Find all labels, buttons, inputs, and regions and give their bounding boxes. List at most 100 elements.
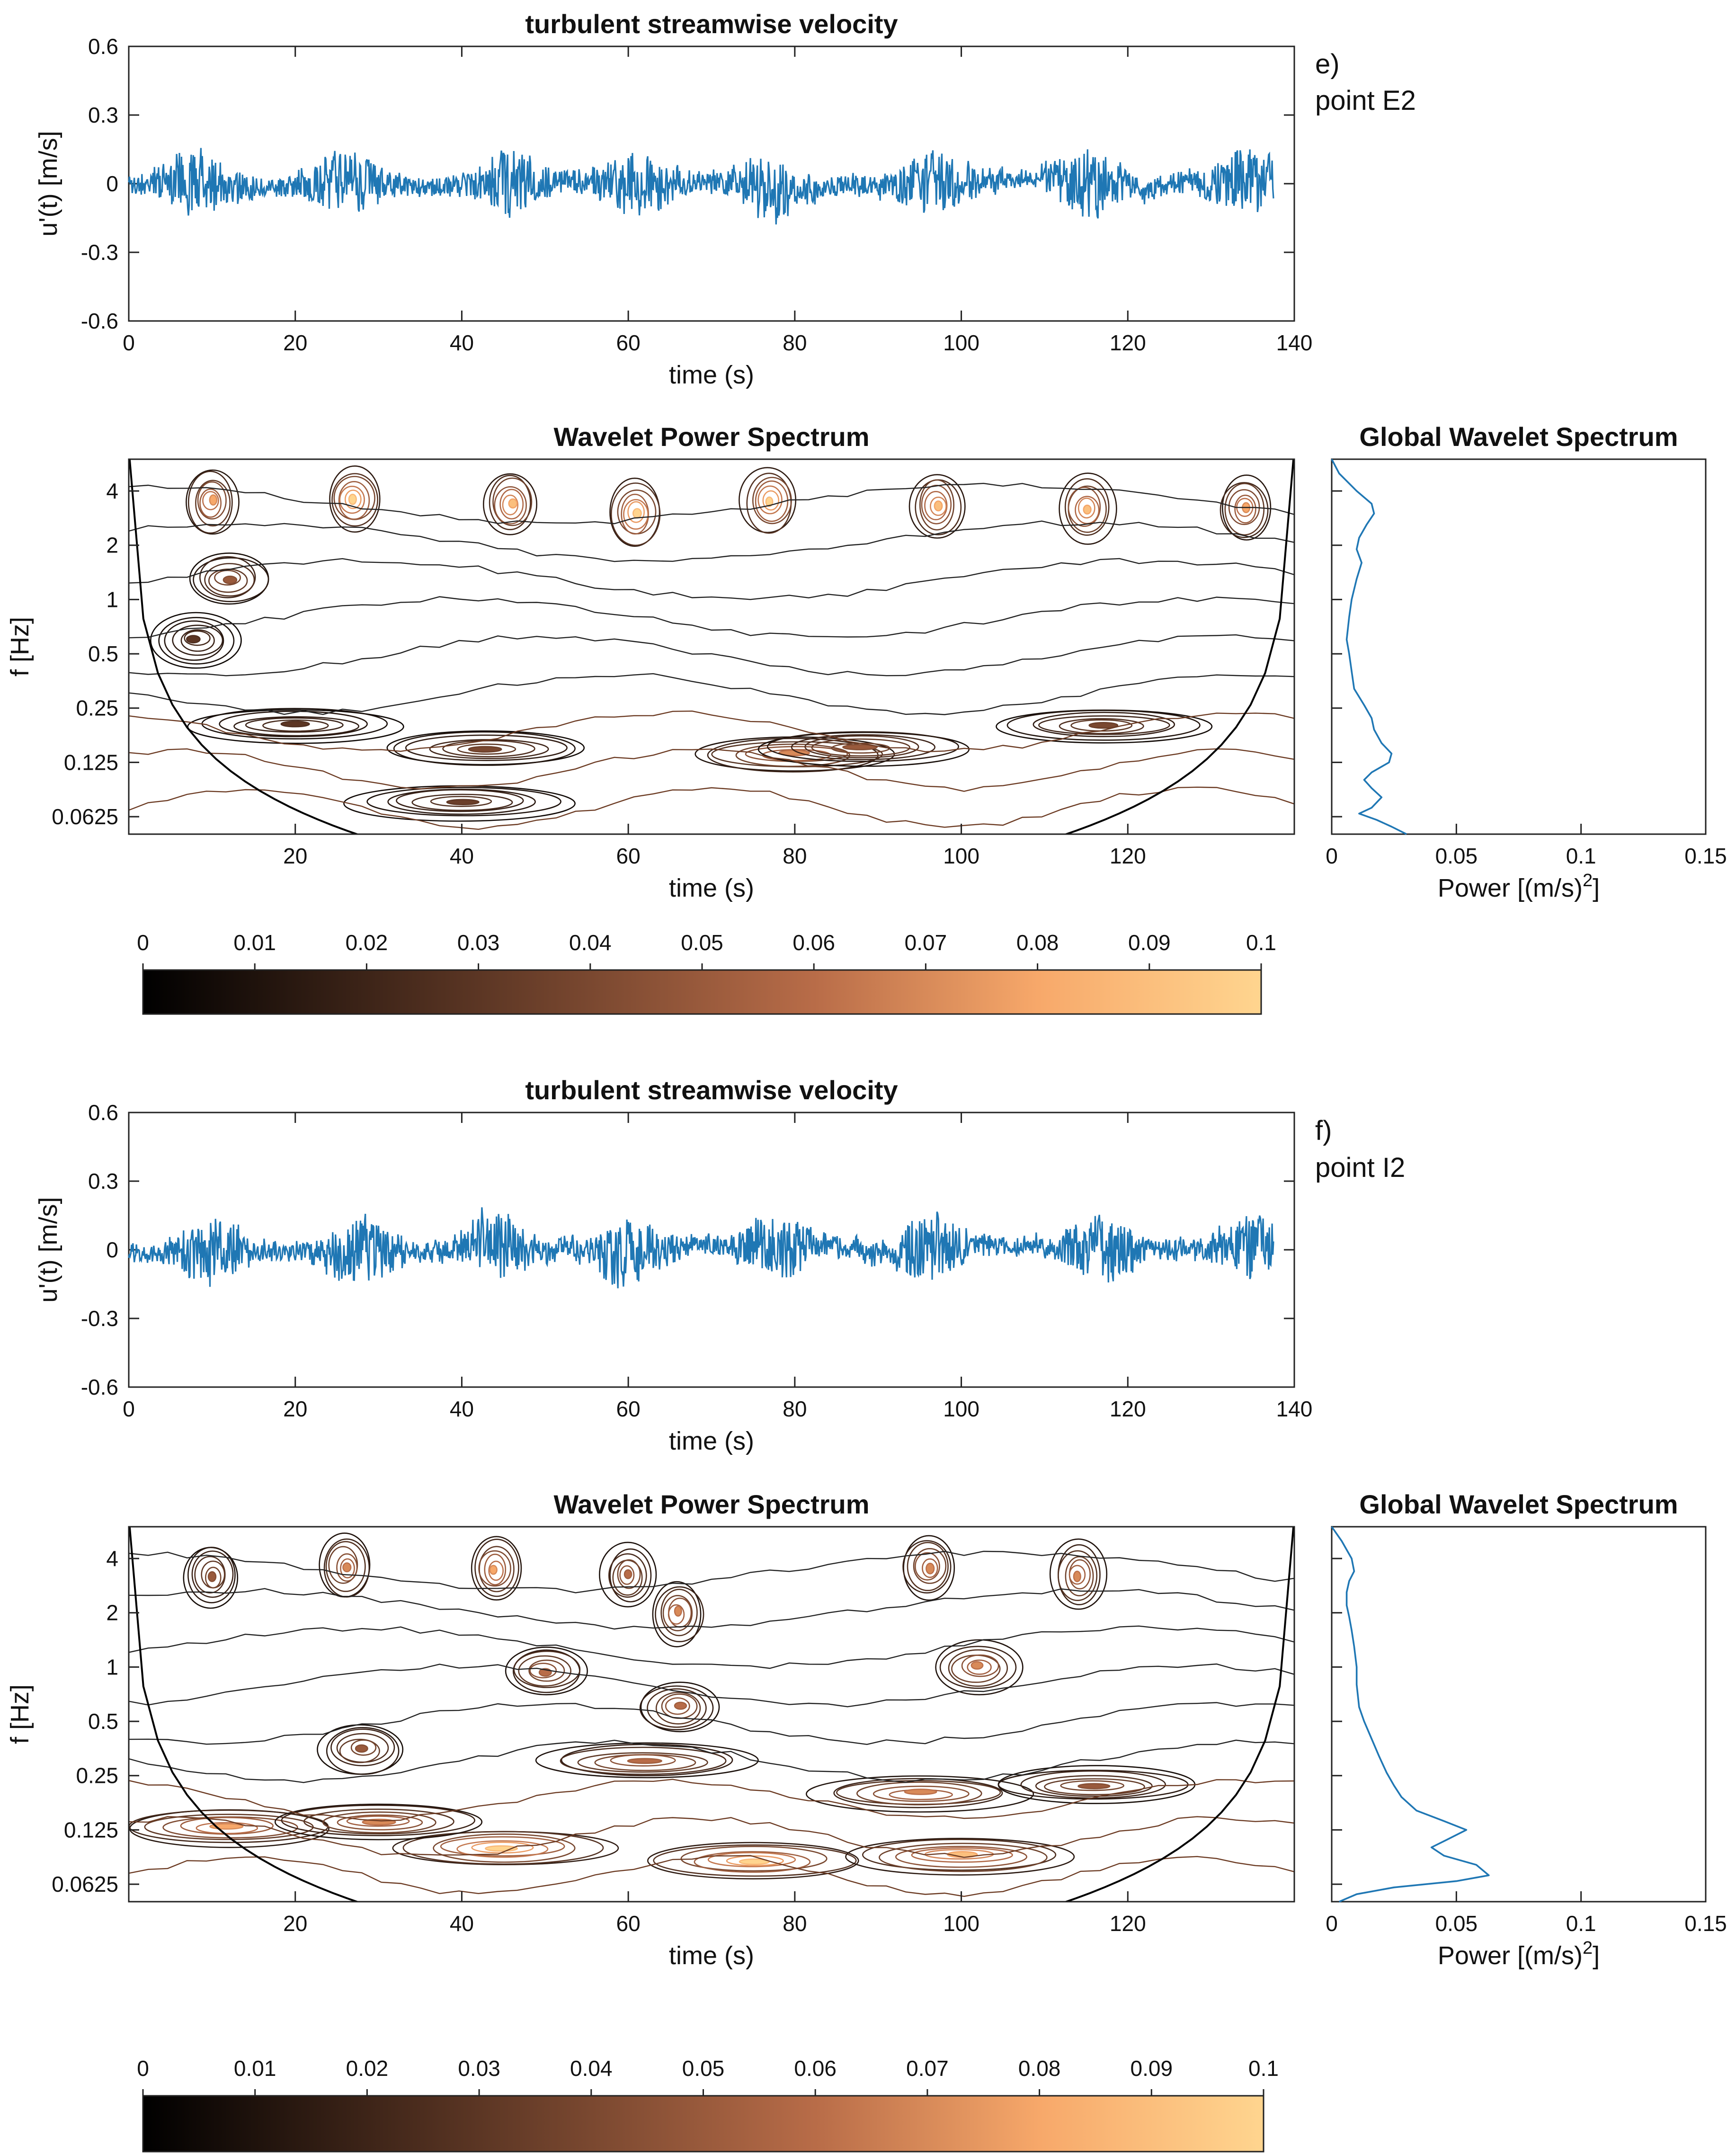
contour-ring — [577, 1752, 708, 1773]
contour-ring — [811, 738, 911, 757]
global-xlabel-main: Power [(m/s) — [1438, 1941, 1583, 1970]
contour-ring — [1220, 482, 1269, 538]
contour-ring — [199, 556, 256, 598]
colorbar-f: 0 0.01 0.02 0.03 0.04 0.05 0.06 0.07 0.08 0.09 0.1 — [137, 2056, 1279, 2153]
contour-line — [129, 1625, 1294, 1669]
contour-ring — [1049, 1538, 1108, 1610]
contour-ring — [338, 481, 370, 520]
contour-ring — [674, 1701, 687, 1710]
contour-ring — [433, 1833, 576, 1863]
contour-line — [129, 558, 1294, 600]
x-tick-label: 0 — [1326, 1911, 1338, 1936]
contour-ring — [518, 1655, 571, 1687]
x-tick-label: 40 — [450, 1397, 474, 1421]
y-tick-label: 0.0625 — [52, 804, 118, 829]
contour-ring — [513, 1650, 581, 1688]
contour-ring — [340, 1558, 355, 1579]
contour-ring — [599, 1541, 657, 1608]
global-title: Global Wavelet Spectrum — [1359, 422, 1678, 452]
contour-line — [129, 1702, 1294, 1745]
x-tick-label: 80 — [783, 1911, 807, 1936]
contour-ring — [489, 474, 531, 530]
contour-ring — [1068, 487, 1101, 527]
global-spectrum-f: Global Wavelet Spectrum 0 0.05 0.1 0.15 Power… — [1326, 1489, 1727, 1970]
y-tick-label: 0.5 — [88, 641, 118, 666]
contour-ring — [528, 1659, 565, 1682]
contour-ring — [350, 1739, 377, 1756]
contour-ring — [158, 617, 235, 665]
contour-ring — [1058, 1550, 1098, 1602]
contour-ring — [348, 493, 357, 505]
contour-ring — [262, 719, 329, 732]
contour-ring — [895, 1846, 1028, 1868]
x-tick-label: 40 — [450, 1911, 474, 1936]
contour-ring — [647, 1842, 859, 1879]
contour-ring — [187, 709, 404, 744]
wavelet-chart-e: Wavelet Power Spectrum 20 40 60 80 100 120 4 2 1 0… — [6, 422, 1295, 902]
contour-ring — [805, 1775, 1034, 1813]
contour-ring — [488, 1560, 504, 1581]
y-tick-label: 1 — [106, 1655, 118, 1679]
x-tick-label: 20 — [283, 1397, 307, 1421]
contour-ring — [196, 1822, 258, 1834]
contour-ring — [652, 1581, 702, 1647]
colorbar-tick-label: 0.02 — [346, 2056, 389, 2081]
x-tick-label: 120 — [1110, 1911, 1146, 1936]
contour-ring — [197, 481, 227, 520]
contour-ring — [494, 486, 527, 525]
contour-ring — [346, 1816, 410, 1827]
colorbar-tick-label: 0.07 — [905, 930, 947, 955]
contour-ring — [489, 1565, 498, 1575]
x-tick-label: 80 — [783, 844, 807, 868]
contour-ring — [623, 499, 649, 530]
contour-ring — [924, 491, 948, 521]
global-spectrum-e: Global Wavelet Spectrum 0 0.05 0.1 0.15 Power… — [1326, 422, 1727, 902]
contour-ring — [680, 1846, 828, 1872]
colorbar-tick-label: 0.07 — [906, 2056, 949, 2081]
colorbar-tick-label: 0.05 — [682, 2056, 725, 2081]
y-tick-label: 4 — [106, 1546, 118, 1571]
wavelet-xlabel: time (s) — [669, 874, 754, 902]
velocity-ylabel: u'(t) [m/s] — [34, 131, 62, 236]
panel-letter: e) — [1315, 49, 1340, 80]
colorbar-tick-label: 0.02 — [346, 930, 388, 955]
colorbar-tick-label: 0.01 — [233, 930, 276, 955]
velocity-series — [128, 1207, 1274, 1289]
contour-ring — [499, 489, 524, 520]
x-tick-label: 20 — [283, 1911, 307, 1936]
colorbar-tick-label: 0.08 — [1018, 2056, 1061, 2081]
colorbar-e: 0 0.01 0.02 0.03 0.04 0.05 0.06 0.07 0.08 0.09 0.1 — [137, 930, 1276, 1015]
wavelet-title: Wavelet Power Spectrum — [553, 1489, 869, 1519]
colorbar-tick-label: 0 — [137, 930, 149, 955]
contour-ring — [209, 494, 218, 506]
panel-point: point I2 — [1315, 1152, 1405, 1183]
x-tick-label: 40 — [450, 844, 474, 868]
contour-ring — [1059, 472, 1117, 545]
contour-line — [129, 520, 1294, 562]
contour-ring — [1033, 712, 1175, 738]
x-tick-label: 140 — [1276, 1397, 1313, 1421]
contour-ring — [344, 490, 362, 509]
contour-ring — [967, 1659, 992, 1675]
y-tick-label: 0.25 — [76, 1763, 118, 1788]
contour-ring — [339, 485, 365, 514]
contour-ring — [274, 1803, 483, 1841]
contour-ring — [662, 1595, 693, 1631]
x-tick-label: 0.05 — [1435, 844, 1478, 868]
x-tick-label: 60 — [616, 330, 641, 355]
contour-ring — [164, 620, 224, 661]
contour-ring — [930, 497, 947, 516]
contour-ring — [223, 575, 238, 585]
contour-ring — [214, 570, 241, 586]
contour-ring — [233, 716, 359, 737]
contour-ring — [745, 746, 848, 762]
y-tick-label: -0.6 — [81, 309, 118, 333]
contour-ring — [207, 1571, 217, 1582]
contour-ring — [762, 490, 780, 511]
contour-ring — [184, 630, 211, 646]
contour-ring — [1035, 1775, 1153, 1797]
y-tick-label: -0.3 — [81, 1306, 118, 1331]
contour-ring — [191, 1550, 234, 1598]
contour-ring — [934, 500, 943, 512]
